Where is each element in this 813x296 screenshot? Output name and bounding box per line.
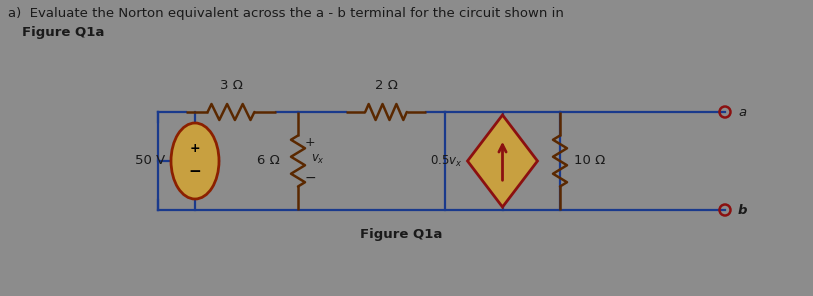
Text: +: +: [305, 136, 315, 149]
Text: 2 Ω: 2 Ω: [375, 79, 398, 92]
Ellipse shape: [171, 123, 219, 199]
Text: +: +: [189, 142, 200, 155]
Text: $0.5v_x$: $0.5v_x$: [430, 153, 463, 168]
Text: 50 V: 50 V: [135, 155, 165, 168]
Text: Figure Q1a: Figure Q1a: [360, 228, 443, 241]
Text: b: b: [738, 204, 747, 216]
Text: $v_x$: $v_x$: [311, 152, 325, 165]
Text: 3 Ω: 3 Ω: [220, 79, 242, 92]
Text: 6 Ω: 6 Ω: [257, 155, 280, 168]
Text: a)  Evaluate the Norton equivalent across the a - b terminal for the circuit sho: a) Evaluate the Norton equivalent across…: [8, 7, 564, 20]
Text: .: .: [80, 26, 85, 39]
Text: Figure Q1a: Figure Q1a: [22, 26, 104, 39]
Text: 10 Ω: 10 Ω: [574, 155, 605, 168]
Text: −: −: [305, 171, 316, 185]
Text: a: a: [738, 105, 746, 118]
Polygon shape: [467, 115, 537, 207]
Text: −: −: [189, 165, 202, 179]
